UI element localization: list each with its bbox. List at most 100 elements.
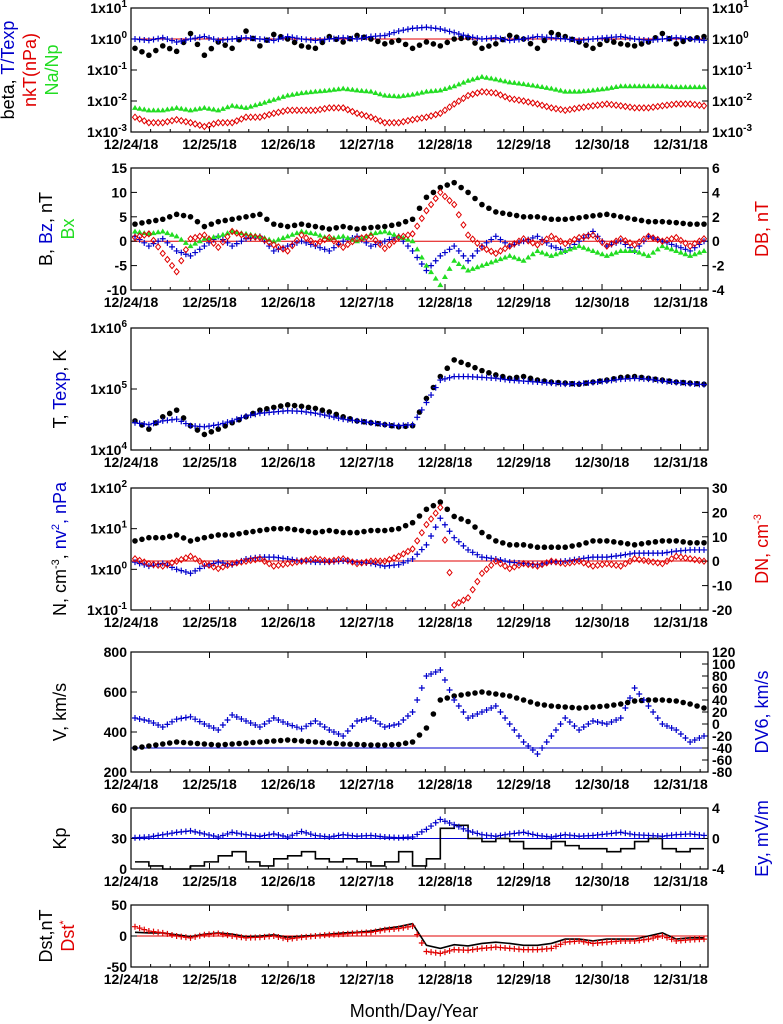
- data-point: [492, 375, 499, 382]
- data-point: [599, 720, 606, 726]
- data-point: [363, 34, 370, 41]
- data-point: [340, 223, 346, 230]
- data-point: [275, 95, 282, 101]
- data-point: [367, 929, 374, 936]
- data-point: [446, 374, 453, 381]
- data-point: [622, 34, 629, 41]
- y-axis-label-left: B, Bz, nT: [36, 192, 56, 266]
- data-point: [169, 830, 176, 837]
- data-point: [474, 35, 481, 42]
- data-point: [228, 227, 236, 236]
- data-point: [169, 37, 176, 44]
- data-point: [293, 90, 300, 96]
- data-point: [493, 209, 499, 215]
- data-point: [527, 699, 534, 705]
- data-point: [275, 36, 282, 43]
- data-point: [164, 106, 171, 112]
- data-point: [150, 36, 157, 43]
- data-point: [141, 421, 148, 428]
- data-point: [169, 243, 176, 250]
- data-point: [395, 28, 402, 35]
- data-point: [372, 236, 379, 245]
- data-point: [432, 949, 439, 956]
- data-point: [257, 43, 263, 49]
- data-point: [321, 412, 328, 419]
- data-point: [201, 52, 208, 59]
- data-point: [441, 192, 449, 201]
- data-point: [552, 244, 559, 251]
- data-point: [455, 538, 462, 545]
- data-point: [243, 104, 250, 110]
- data-point: [423, 520, 430, 529]
- data-point: [187, 118, 194, 127]
- data-point: [423, 541, 430, 548]
- data-point: [284, 247, 291, 255]
- data-point: [571, 723, 578, 729]
- data-point: [638, 217, 645, 224]
- series-bfield-0: [132, 179, 707, 232]
- data-point: [390, 118, 398, 127]
- data-point: [150, 230, 157, 236]
- data-point: [529, 251, 536, 257]
- data-point: [178, 249, 185, 256]
- data-point: [566, 88, 573, 94]
- data-point: [437, 515, 444, 522]
- data-point: [668, 936, 675, 943]
- data-point: [169, 931, 176, 938]
- data-point: [372, 718, 379, 724]
- data-point: [617, 83, 624, 89]
- data-point: [636, 555, 643, 564]
- data-point: [277, 525, 284, 532]
- data-point: [597, 703, 603, 710]
- data-point: [418, 89, 425, 95]
- data-point: [474, 247, 481, 254]
- data-point: [154, 118, 162, 127]
- y-tick-label-left: 1x100: [90, 30, 127, 47]
- data-point: [604, 703, 610, 709]
- data-point: [247, 412, 254, 419]
- data-point: [333, 224, 340, 231]
- data-point: [280, 832, 287, 839]
- data-point: [446, 687, 453, 693]
- data-point: [492, 257, 499, 263]
- data-point: [511, 563, 518, 571]
- data-point: [506, 542, 513, 548]
- data-point: [428, 392, 435, 399]
- data-point: [233, 714, 240, 720]
- data-point: [520, 559, 527, 568]
- data-point: [154, 561, 162, 570]
- data-point: [701, 381, 707, 388]
- data-point: [326, 233, 333, 242]
- data-point: [624, 42, 631, 48]
- data-point: [132, 419, 138, 426]
- x-tick-label: 12/25/18: [182, 776, 237, 792]
- data-point: [594, 249, 601, 255]
- data-point: [166, 740, 173, 746]
- data-point: [446, 246, 453, 253]
- data-point: [552, 251, 559, 257]
- data-point: [590, 704, 596, 710]
- data-point: [312, 718, 319, 724]
- data-point: [696, 101, 703, 109]
- data-point: [437, 499, 444, 505]
- data-point: [409, 91, 416, 97]
- data-point: [612, 101, 620, 109]
- data-point: [696, 735, 703, 741]
- data-point: [502, 831, 509, 838]
- data-point: [677, 731, 684, 737]
- data-point: [173, 739, 180, 745]
- data-point: [680, 220, 686, 227]
- data-point: [330, 729, 337, 735]
- data-point: [307, 106, 314, 115]
- data-point: [576, 542, 582, 548]
- data-point: [460, 79, 467, 85]
- data-point: [451, 36, 457, 42]
- data-point: [340, 39, 346, 45]
- data-point: [460, 709, 467, 715]
- data-point: [206, 723, 213, 729]
- x-tick-label: 12/26/18: [261, 294, 316, 310]
- data-point: [543, 102, 550, 111]
- data-point: [335, 240, 342, 248]
- data-point: [534, 214, 541, 220]
- y-tick-label-right: -40: [712, 740, 732, 756]
